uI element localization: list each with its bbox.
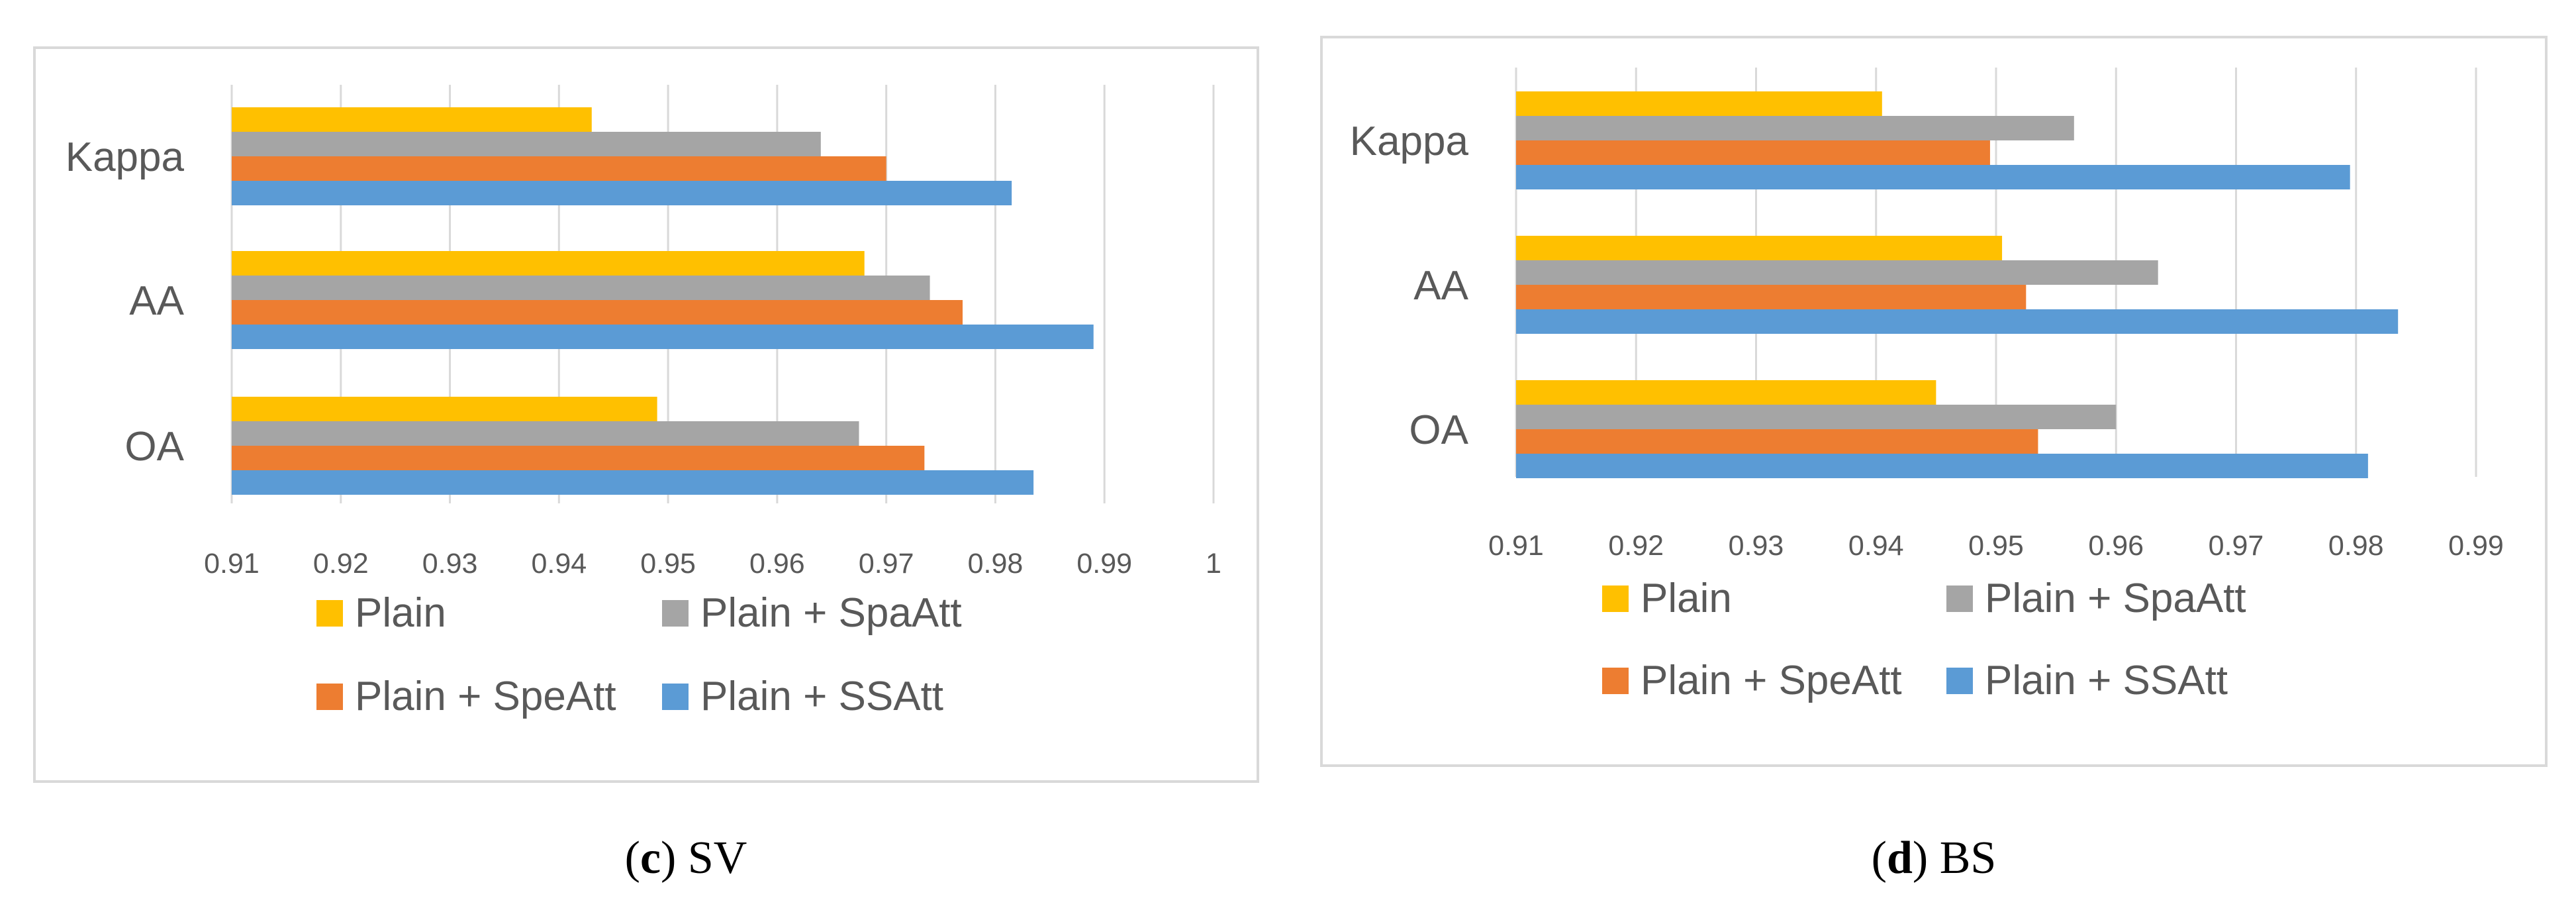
x-tick-label: 0.99	[2448, 530, 2504, 562]
legend-item-plain-speatt: Plain + SpeAtt	[316, 674, 616, 719]
bar-plain-speatt-oa	[1516, 429, 2038, 454]
legend-swatch	[316, 600, 343, 627]
legend-item-plain-ssatt: Plain + SSAtt	[1946, 658, 2228, 703]
x-tick-label: 0.96	[2088, 530, 2144, 562]
x-tick-label: 0.98	[2328, 530, 2384, 562]
legend-swatch	[316, 684, 343, 710]
bars	[232, 107, 1094, 495]
legend-swatch	[1946, 585, 1973, 612]
legend-label: Plain + SpeAtt	[1641, 658, 1902, 703]
legend-item-plain: Plain	[1602, 576, 1732, 621]
bar-plain-ssatt-aa	[232, 325, 1094, 349]
legend-label: Plain + SpeAtt	[355, 674, 616, 719]
x-tick-label: 0.92	[1608, 530, 1664, 562]
legend-label: Plain + SSAtt	[700, 674, 943, 719]
bar-plain-speatt-kappa	[1516, 140, 1990, 165]
bar-plain-kappa	[1516, 91, 1882, 116]
bar-plain-speatt-aa	[1516, 285, 2027, 309]
bar-plain-kappa	[232, 107, 592, 132]
bar-plain-oa	[1516, 380, 1936, 405]
bar-plain-oa	[232, 397, 657, 421]
y-axis-categories: OA AA Kappa	[1350, 119, 1469, 453]
y-category-label-oa: OA	[1409, 407, 1468, 453]
bar-plain-ssatt-aa	[1516, 309, 2399, 334]
legend-label: Plain + SpaAtt	[700, 590, 962, 636]
x-tick-label: 0.93	[422, 548, 478, 580]
bar-plain-ssatt-kappa	[232, 181, 1012, 205]
bars	[1516, 91, 2399, 478]
y-category-label-kappa: Kappa	[66, 134, 185, 180]
legend-label: Plain + SpaAtt	[1985, 576, 2246, 621]
bar-plain-ssatt-oa	[1516, 454, 2368, 478]
caption: (c) SV	[625, 833, 747, 884]
legend-item-plain-speatt: Plain + SpeAtt	[1602, 658, 1902, 703]
x-tick-label: 0.94	[1848, 530, 1904, 562]
legend-swatch	[662, 684, 689, 710]
x-axis-ticks: 0.91 0.92 0.93 0.94 0.95 0.96 0.97 0.98 0.99 1	[204, 548, 1221, 580]
y-axis-categories: OA AA Kappa	[66, 134, 185, 470]
bar-plain-spaatt-oa	[232, 421, 859, 446]
caption: (d) BS	[1872, 833, 1997, 884]
bar-plain-spaatt-kappa	[232, 132, 821, 156]
x-tick-label: 0.99	[1076, 548, 1132, 580]
bar-plain-spaatt-aa	[1516, 260, 2158, 285]
chart-panel-bs: 0.91 0.92 0.93 0.94 0.95 0.96 0.97 0.98 0.99 OA A…	[1320, 36, 2548, 884]
x-tick-label: 0.97	[2209, 530, 2264, 562]
x-tick-label: 0.96	[749, 548, 805, 580]
bar-plain-ssatt-kappa	[1516, 165, 2350, 189]
legend-item-plain-ssatt: Plain + SSAtt	[662, 674, 943, 719]
x-tick-label: 1	[1206, 548, 1221, 580]
y-category-label-aa: AA	[129, 278, 184, 324]
x-tick-label: 0.95	[1968, 530, 2024, 562]
bar-plain-ssatt-oa	[232, 470, 1034, 495]
x-tick-label: 0.93	[1729, 530, 1784, 562]
legend-swatch	[1602, 585, 1629, 612]
bar-plain-speatt-oa	[232, 446, 925, 470]
x-tick-label: 0.91	[1488, 530, 1544, 562]
chart-panel-sv: 0.91 0.92 0.93 0.94 0.95 0.96 0.97 0.98 0.99 1 OA…	[33, 46, 1259, 884]
x-tick-label: 0.95	[640, 548, 696, 580]
bar-plain-aa	[232, 251, 865, 276]
legend-item-plain: Plain	[316, 590, 446, 636]
legend: Plain Plain + SpaAtt Plain + SpeAtt Plain +…	[1602, 576, 2246, 703]
bar-plain-spaatt-oa	[1516, 405, 2117, 429]
legend-swatch	[1602, 668, 1629, 694]
legend: Plain Plain + SpaAtt Plain + SpeAtt Plain +…	[316, 590, 962, 719]
legend-label: Plain	[1641, 576, 1732, 621]
legend-swatch	[662, 600, 689, 627]
legend-item-plain-spaatt: Plain + SpaAtt	[662, 590, 962, 636]
y-category-label-aa: AA	[1413, 263, 1468, 309]
bar-plain-spaatt-kappa	[1516, 116, 2074, 140]
x-tick-label: 0.92	[313, 548, 369, 580]
legend-label: Plain + SSAtt	[1985, 658, 2228, 703]
bar-plain-aa	[1516, 236, 2003, 260]
bar-plain-speatt-kappa	[232, 156, 886, 181]
x-tick-label: 0.94	[531, 548, 587, 580]
bar-plain-speatt-aa	[232, 300, 963, 325]
legend-label: Plain	[355, 590, 446, 636]
legend-swatch	[1946, 668, 1973, 694]
x-tick-label: 0.98	[968, 548, 1024, 580]
x-axis-ticks: 0.91 0.92 0.93 0.94 0.95 0.96 0.97 0.98 0.99	[1488, 530, 2504, 562]
legend-item-plain-spaatt: Plain + SpaAtt	[1946, 576, 2246, 621]
y-category-label-oa: OA	[124, 424, 184, 470]
x-tick-label: 0.97	[859, 548, 914, 580]
y-category-label-kappa: Kappa	[1350, 119, 1469, 164]
x-tick-label: 0.91	[204, 548, 260, 580]
bar-plain-spaatt-aa	[232, 276, 930, 300]
